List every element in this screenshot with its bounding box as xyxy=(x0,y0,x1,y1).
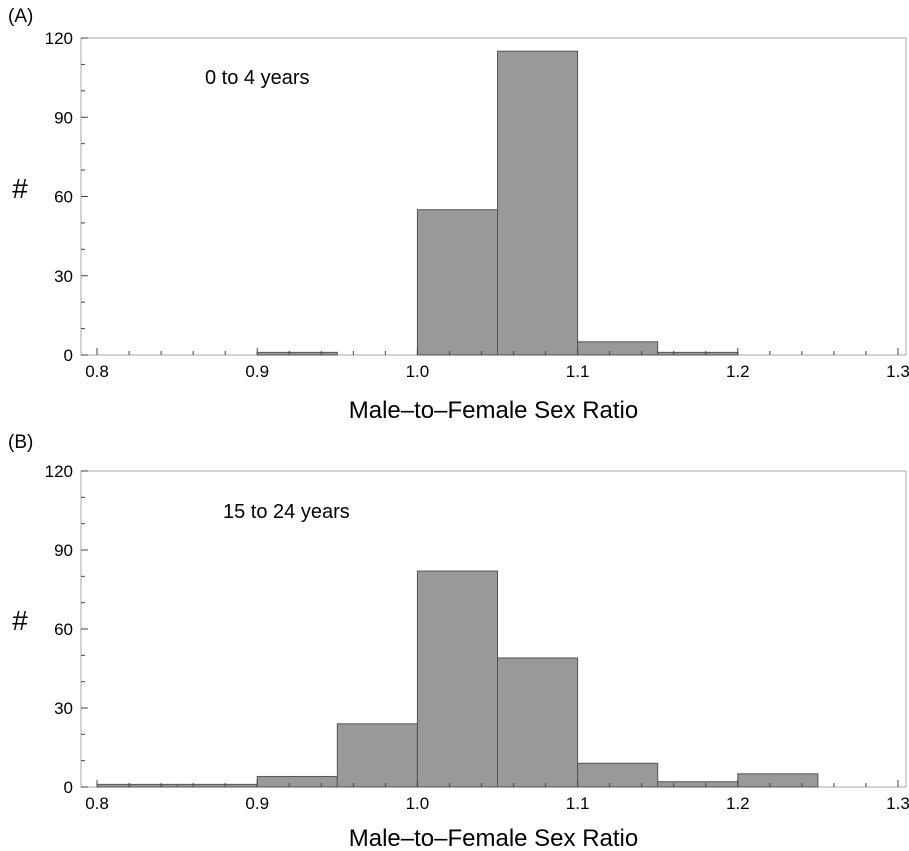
panel-label: (B) xyxy=(8,432,33,453)
x-axis-label: Male–to–Female Sex Ratio xyxy=(349,825,638,851)
x-tick-label: 1.1 xyxy=(566,362,590,381)
histogram-panel: 0.8 0.9 1.0 1.1 1.2 1.3 0 30 60 90 120 (A) 0 to 4 ye… xyxy=(8,6,909,424)
histogram-bar xyxy=(497,657,579,788)
x-axis-label: Male–to–Female Sex Ratio xyxy=(349,397,638,424)
x-tick-label: 1.0 xyxy=(406,794,430,813)
y-tick-label: 30 xyxy=(54,699,73,718)
histogram-bar xyxy=(577,341,659,356)
histogram-bar xyxy=(657,781,739,788)
x-tick-label: 1.3 xyxy=(886,362,909,381)
panel-label: (A) xyxy=(8,6,33,27)
histogram-bar xyxy=(256,775,338,788)
y-tick-label: 0 xyxy=(64,778,73,797)
histogram-bar xyxy=(657,351,739,356)
histogram-bar xyxy=(96,783,178,788)
y-tick-label: 120 xyxy=(45,462,73,481)
x-tick-label: 0.9 xyxy=(245,362,269,381)
y-tick-label: 0 xyxy=(64,346,73,365)
histogram-panel: 0.8 0.9 1.0 1.1 1.2 1.3 0 30 60 90 120 (B) 15 to 24 … xyxy=(8,432,909,851)
y-axis-label: # xyxy=(12,173,28,204)
age-group-annotation: 0 to 4 years xyxy=(205,67,310,89)
x-tick-label: 1.2 xyxy=(726,362,750,381)
y-tick-label: 30 xyxy=(54,267,73,286)
x-tick-label: 0.8 xyxy=(85,794,109,813)
age-group-annotation: 15 to 24 years xyxy=(223,501,350,523)
y-tick-label: 60 xyxy=(54,188,73,207)
histogram-bar xyxy=(336,723,418,788)
x-tick-label: 1.3 xyxy=(886,794,909,813)
y-tick-label: 120 xyxy=(45,29,73,48)
histogram-bar xyxy=(737,773,819,788)
histogram-bar xyxy=(416,570,499,788)
x-tick-label: 1.2 xyxy=(726,794,750,813)
y-tick-label: 60 xyxy=(54,620,73,639)
x-tick-label: 0.9 xyxy=(245,794,269,813)
histogram-bar xyxy=(416,209,499,356)
histogram-bar xyxy=(176,783,258,788)
histogram-bar xyxy=(497,50,579,356)
histogram-bar xyxy=(577,762,659,788)
x-tick-label: 0.8 xyxy=(85,362,109,381)
histogram-bar xyxy=(256,351,338,356)
x-tick-label: 1.0 xyxy=(406,362,430,381)
y-axis-label: # xyxy=(12,605,28,636)
y-tick-label: 90 xyxy=(54,108,73,127)
x-tick-label: 1.1 xyxy=(566,794,590,813)
y-tick-label: 90 xyxy=(54,541,73,560)
